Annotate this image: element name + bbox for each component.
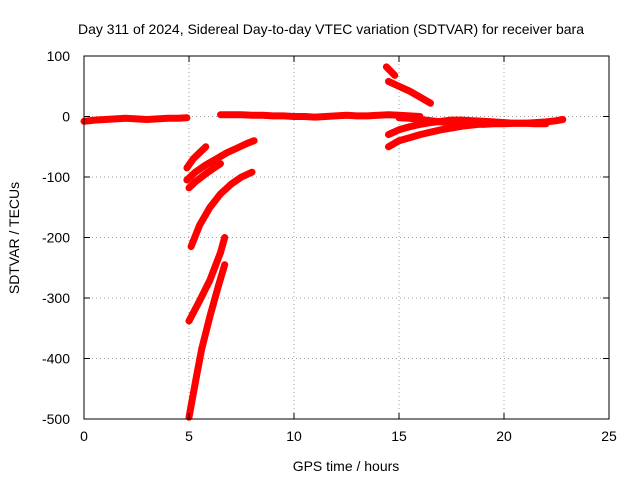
- series-arc-8: [183, 143, 210, 172]
- x-tick-label: 25: [601, 428, 617, 444]
- series-arc-1: [80, 114, 191, 125]
- series-arc-12: [185, 234, 229, 325]
- y-tick-label: -200: [42, 230, 70, 246]
- x-tick-label: 15: [391, 428, 407, 444]
- y-tick-label: -500: [42, 411, 70, 427]
- series-arc-7: [385, 77, 434, 107]
- data-series: [80, 63, 567, 421]
- x-axis-label: GPS time / hours: [293, 458, 400, 474]
- series-arc-9: [183, 137, 258, 184]
- y-tick-label: 100: [47, 48, 71, 64]
- y-tick-label: -300: [42, 290, 70, 306]
- y-tick-label: -100: [42, 169, 70, 185]
- grid-lines: [84, 56, 609, 419]
- series-arc-11: [187, 168, 256, 251]
- x-tick-label: 0: [80, 428, 88, 444]
- y-tick-label: -400: [42, 351, 70, 367]
- series-arc-10: [185, 160, 224, 192]
- x-tick-label: 20: [496, 428, 512, 444]
- series-arc-13: [185, 261, 229, 421]
- axis-ticks: 0 5 10 15 20 25 100 0 -100 -200 -300 -400 -500: [42, 48, 617, 444]
- series-arc-5: [385, 116, 550, 139]
- chart-title: Day 311 of 2024, Sidereal Day-to-day VTE…: [78, 21, 584, 37]
- x-tick-label: 10: [286, 428, 302, 444]
- y-tick-label: 0: [62, 109, 70, 125]
- plot-frame: [83, 55, 610, 420]
- series-arc-2: [217, 111, 424, 121]
- y-axis-label: SDTVAR / TECUs: [6, 182, 22, 294]
- x-tick-label: 5: [185, 428, 193, 444]
- series-arc-6: [382, 63, 399, 79]
